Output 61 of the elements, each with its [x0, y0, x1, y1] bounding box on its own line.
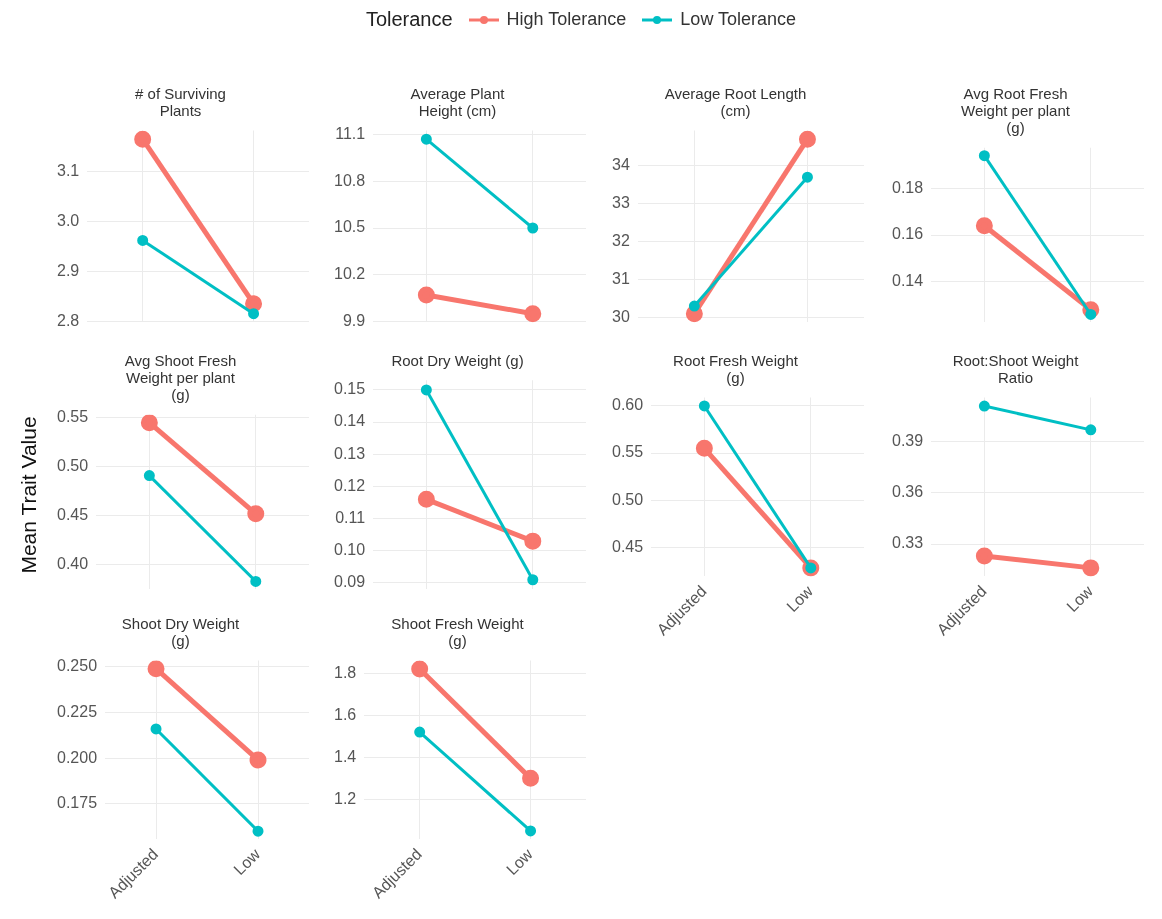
y-tick-label: 0.14	[334, 412, 366, 430]
y-tick-label: 34	[612, 156, 630, 174]
chart-title: Shoot Fresh Weight (g)	[391, 614, 525, 650]
chart-title: Average Plant Height (cm)	[410, 84, 506, 120]
y-tick-label: 0.14	[892, 272, 924, 290]
y-tick-label: 0.10	[334, 541, 366, 559]
y-tick-label: 0.55	[57, 408, 89, 426]
y-tick-label: 0.60	[612, 396, 644, 414]
y-tick-label: 0.33	[892, 534, 924, 552]
y-tick-label: 0.39	[892, 432, 924, 450]
chart-title: # of Surviving Plants	[135, 84, 226, 120]
y-tick-label: 3.0	[56, 211, 80, 229]
y-tick-label: 0.15	[334, 380, 366, 398]
legend-title: Tolerance	[365, 8, 453, 31]
y-tick-label: 0.200	[56, 748, 98, 766]
y-tick-label: 0.55	[612, 443, 644, 461]
y-tick-label: 0.09	[334, 573, 366, 591]
y-tick-label: 10.8	[334, 171, 366, 189]
y-tick-label: 33	[612, 194, 630, 212]
y-tick-label: 11.1	[335, 124, 366, 142]
chart-title: Average Root Length (cm)	[664, 84, 807, 120]
y-tick-label: 0.250	[56, 657, 98, 675]
chart-title: Root:Shoot Weight Ratio	[952, 351, 1080, 387]
y-tick-label: 2.9	[56, 261, 80, 279]
y-tick-label: 1.8	[333, 663, 357, 681]
y-tick-label: 0.50	[57, 457, 89, 475]
x-tick-label: Low	[1063, 582, 1097, 616]
y-tick-label: 0.175	[56, 794, 98, 812]
y-tick-label: 2.8	[56, 311, 80, 329]
y-tick-label: 1.6	[333, 705, 357, 723]
y-axis-title: Mean Trait Value	[16, 416, 41, 574]
y-tick-label: 0.18	[892, 178, 924, 196]
y-tick-label: 9.9	[342, 311, 366, 329]
y-tick-label: 0.36	[892, 483, 924, 501]
y-tick-label: 10.5	[334, 218, 366, 236]
x-tick-label: Low	[503, 845, 537, 879]
chart-title: Shoot Dry Weight (g)	[121, 614, 240, 650]
x-tick-label: Low	[783, 582, 817, 616]
y-tick-label: 3.1	[56, 162, 80, 180]
y-tick-label: 0.12	[334, 476, 366, 494]
chart-title: Root Fresh Weight (g)	[673, 351, 799, 387]
legend-label: High Tolerance	[506, 9, 627, 30]
y-tick-label: 0.16	[892, 225, 924, 243]
y-tick-label: 1.2	[333, 789, 357, 807]
chart-title: Root Dry Weight (g)	[391, 351, 524, 369]
y-tick-label: 0.11	[335, 509, 366, 527]
y-tick-label: 0.225	[56, 702, 98, 720]
chart-title: Avg Shoot Fresh Weight per plant (g)	[124, 351, 237, 404]
chart-title: Avg Root Fresh Weight per plant (g)	[961, 84, 1071, 137]
legend-label: Low Tolerance	[680, 9, 797, 30]
y-tick-label: 0.40	[57, 555, 89, 573]
x-tick-label: Low	[230, 845, 264, 879]
y-tick-label: 31	[612, 269, 630, 287]
y-tick-label: 30	[612, 307, 630, 325]
y-tick-label: 0.45	[57, 506, 89, 524]
y-tick-label: 10.2	[334, 265, 366, 283]
y-tick-label: 0.50	[612, 490, 644, 508]
y-tick-label: 32	[612, 232, 630, 250]
y-tick-label: 0.13	[334, 444, 366, 462]
y-tick-label: 0.45	[612, 537, 644, 555]
y-tick-label: 1.4	[333, 747, 357, 765]
